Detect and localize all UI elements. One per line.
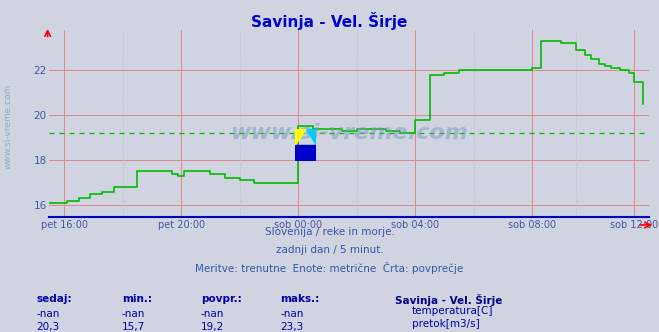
Text: -nan: -nan [280, 309, 303, 319]
Text: temperatura[C]: temperatura[C] [412, 306, 494, 316]
Text: 19,2: 19,2 [201, 322, 224, 332]
Text: www.si-vreme.com: www.si-vreme.com [231, 123, 468, 143]
Text: 20,3: 20,3 [36, 322, 59, 332]
Text: sedaj:: sedaj: [36, 294, 72, 304]
Polygon shape [295, 145, 316, 161]
Text: www.si-vreme.com: www.si-vreme.com [3, 83, 13, 169]
Text: 15,7: 15,7 [122, 322, 145, 332]
Text: Savinja - Vel. Širje: Savinja - Vel. Širje [395, 294, 503, 306]
Text: 23,3: 23,3 [280, 322, 303, 332]
Text: -nan: -nan [122, 309, 145, 319]
Text: Slovenija / reke in morje.: Slovenija / reke in morje. [264, 227, 395, 237]
Text: -nan: -nan [201, 309, 224, 319]
Text: zadnji dan / 5 minut.: zadnji dan / 5 minut. [275, 245, 384, 255]
Text: -nan: -nan [36, 309, 59, 319]
Text: Meritve: trenutne  Enote: metrične  Črta: povprečje: Meritve: trenutne Enote: metrične Črta: … [195, 262, 464, 274]
Text: Savinja - Vel. Širje: Savinja - Vel. Širje [251, 12, 408, 30]
Text: maks.:: maks.: [280, 294, 320, 304]
Polygon shape [306, 129, 316, 145]
Text: min.:: min.: [122, 294, 152, 304]
Polygon shape [295, 129, 306, 145]
Text: povpr.:: povpr.: [201, 294, 242, 304]
Text: pretok[m3/s]: pretok[m3/s] [412, 319, 480, 329]
